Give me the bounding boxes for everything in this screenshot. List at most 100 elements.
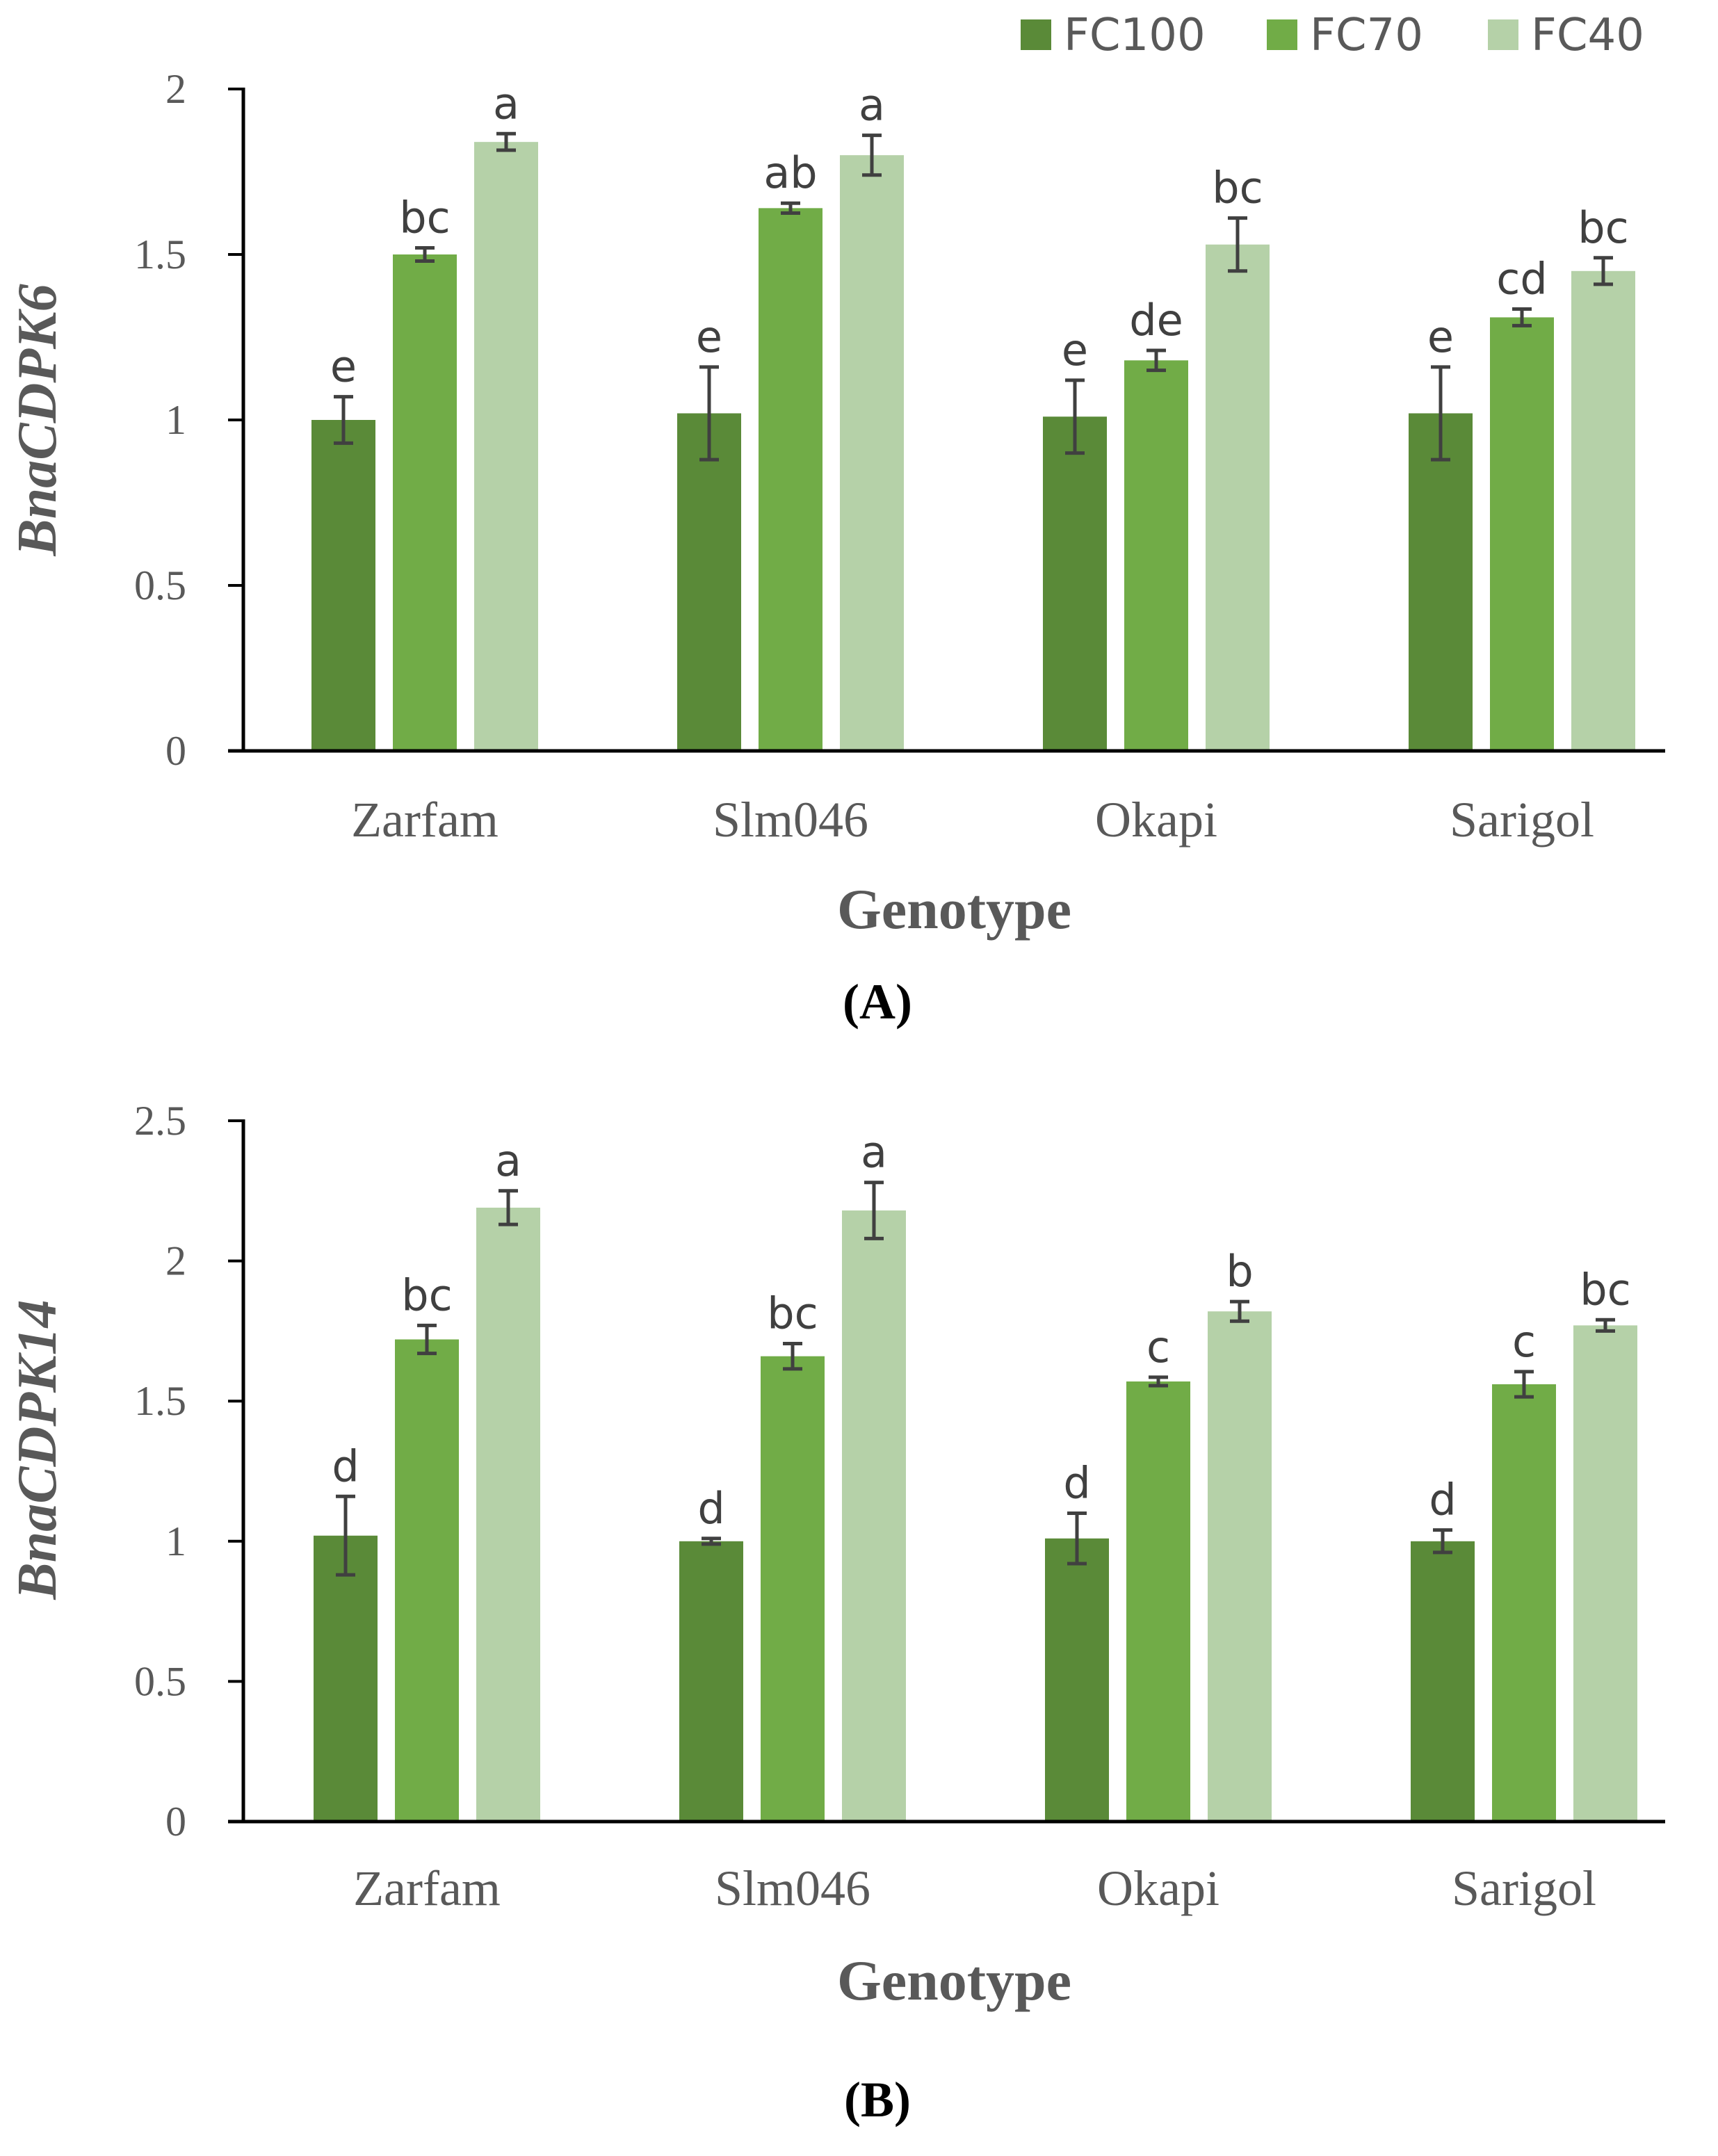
bar-fc40-okapi bbox=[1208, 1311, 1272, 1822]
significance-label: a bbox=[493, 78, 519, 129]
bar-fc40-okapi bbox=[1206, 244, 1270, 752]
significance-label: de bbox=[1129, 295, 1183, 346]
legend-label-fc100: FC100 bbox=[1064, 10, 1206, 61]
bar-fc70-sarigol bbox=[1490, 317, 1554, 751]
x-category-label: Zarfam bbox=[351, 792, 499, 848]
error-bar bbox=[1514, 1370, 1534, 1399]
error-bar bbox=[336, 1494, 355, 1577]
legend-label-fc40: FC40 bbox=[1531, 10, 1644, 61]
significance-label: d bbox=[1063, 1457, 1090, 1508]
chart-panel-a: 0 0.5 1 1.5 2 e e e e bc ab de cd a a bc bc Zarfam Slm046 O… bbox=[7, 66, 1665, 1030]
bar-fc100-okapi bbox=[1045, 1538, 1109, 1822]
error-bar bbox=[417, 1323, 437, 1356]
x-category-label: Sarigol bbox=[1452, 1861, 1596, 1916]
error-bar bbox=[1431, 365, 1450, 462]
panel-label: (A) bbox=[843, 974, 912, 1030]
y-axis-title: BnaCDPK14 bbox=[7, 1299, 68, 1600]
error-bar bbox=[334, 395, 353, 445]
x-category-label: Zarfam bbox=[353, 1861, 501, 1916]
x-category-label: Okapi bbox=[1097, 1861, 1219, 1916]
bar-fc70-sarigol bbox=[1492, 1384, 1556, 1822]
x-category-label: Slm046 bbox=[715, 1861, 870, 1916]
error-bar bbox=[1065, 378, 1085, 455]
error-bar bbox=[1596, 1318, 1615, 1333]
significance-label: bc bbox=[1212, 163, 1263, 213]
significance-label: e bbox=[1062, 325, 1088, 375]
panel-label: (B) bbox=[844, 2072, 911, 2127]
significance-label: d bbox=[697, 1483, 724, 1534]
legend: FC100 FC70 FC40 bbox=[1021, 10, 1644, 61]
x-axis-title: Genotype bbox=[837, 877, 1071, 941]
significance-label: b bbox=[1226, 1246, 1253, 1297]
x-category-label: Slm046 bbox=[713, 792, 868, 848]
bar-fc100-zarfam bbox=[314, 1535, 378, 1822]
error-bar bbox=[864, 1181, 884, 1240]
error-bar bbox=[781, 201, 800, 215]
y-tick-label: 2 bbox=[165, 66, 186, 112]
bar-fc40-sarigol bbox=[1571, 270, 1635, 751]
error-bar bbox=[1433, 1528, 1452, 1555]
significance-label: ab bbox=[763, 147, 817, 198]
significance-label: bc bbox=[1580, 1264, 1630, 1315]
error-bar bbox=[496, 131, 516, 152]
error-bar bbox=[783, 1342, 802, 1371]
bar-fc100-sarigol bbox=[1409, 413, 1473, 751]
y-tick-label: 1.5 bbox=[134, 232, 186, 277]
x-category-label: Sarigol bbox=[1450, 792, 1594, 848]
error-bar bbox=[1594, 256, 1613, 286]
significance-label: e bbox=[1427, 311, 1454, 362]
bar-fc70-okapi bbox=[1124, 360, 1188, 751]
significance-label: a bbox=[495, 1135, 521, 1186]
significance-label: bc bbox=[767, 1288, 818, 1339]
y-tick-label: 1 bbox=[165, 397, 186, 443]
significance-label: e bbox=[330, 341, 357, 392]
bar-fc70-slm046 bbox=[759, 208, 822, 751]
y-tick-label: 0 bbox=[165, 728, 186, 774]
significance-label: cd bbox=[1496, 254, 1547, 305]
bar-fc70-zarfam bbox=[393, 254, 457, 751]
significance-label: a bbox=[861, 1127, 887, 1178]
legend-swatch-fc70 bbox=[1267, 19, 1297, 50]
error-bar bbox=[1512, 307, 1532, 327]
significance-label: d bbox=[1429, 1475, 1456, 1525]
significance-label: bc bbox=[399, 192, 450, 243]
bar-fc40-zarfam bbox=[474, 142, 538, 751]
significance-label: a bbox=[859, 80, 885, 131]
error-bar bbox=[499, 1189, 518, 1226]
y-tick-label: 2.5 bbox=[134, 1098, 186, 1144]
error-bar bbox=[1146, 348, 1166, 373]
bar-fc40-sarigol bbox=[1573, 1325, 1637, 1822]
legend-swatch-fc100 bbox=[1021, 19, 1051, 50]
y-tick-label: 1 bbox=[165, 1518, 186, 1564]
error-bar bbox=[699, 365, 719, 462]
error-bar bbox=[862, 133, 882, 177]
y-axis-title: BnaCDPK6 bbox=[7, 284, 68, 556]
bar-fc40-zarfam bbox=[476, 1207, 540, 1822]
error-bar bbox=[1230, 1299, 1249, 1323]
bar-fc70-slm046 bbox=[761, 1356, 825, 1822]
y-tick-label: 1.5 bbox=[134, 1378, 186, 1424]
bar-fc100-okapi bbox=[1043, 416, 1107, 751]
bar-fc100-slm046 bbox=[677, 413, 741, 751]
significance-label: bc bbox=[1578, 202, 1628, 253]
y-tick-label: 2 bbox=[165, 1238, 186, 1284]
y-tick-label: 0 bbox=[165, 1799, 186, 1845]
bar-fc70-okapi bbox=[1126, 1381, 1190, 1822]
bar-fc40-slm046 bbox=[840, 155, 904, 751]
error-bar bbox=[1228, 216, 1247, 273]
y-tick-label: 0.5 bbox=[134, 1658, 186, 1704]
error-bar bbox=[1067, 1511, 1087, 1566]
significance-label: c bbox=[1146, 1322, 1170, 1372]
legend-label-fc70: FC70 bbox=[1310, 10, 1423, 61]
bar-fc40-slm046 bbox=[842, 1210, 906, 1822]
error-bar bbox=[1149, 1375, 1168, 1388]
bar-fc100-slm046 bbox=[679, 1541, 743, 1822]
bar-fc70-zarfam bbox=[395, 1339, 459, 1822]
y-tick-label: 0.5 bbox=[134, 562, 186, 608]
bar-fc100-sarigol bbox=[1411, 1541, 1475, 1822]
legend-swatch-fc40 bbox=[1488, 19, 1518, 50]
significance-label: bc bbox=[401, 1270, 452, 1320]
error-bar bbox=[702, 1537, 721, 1546]
